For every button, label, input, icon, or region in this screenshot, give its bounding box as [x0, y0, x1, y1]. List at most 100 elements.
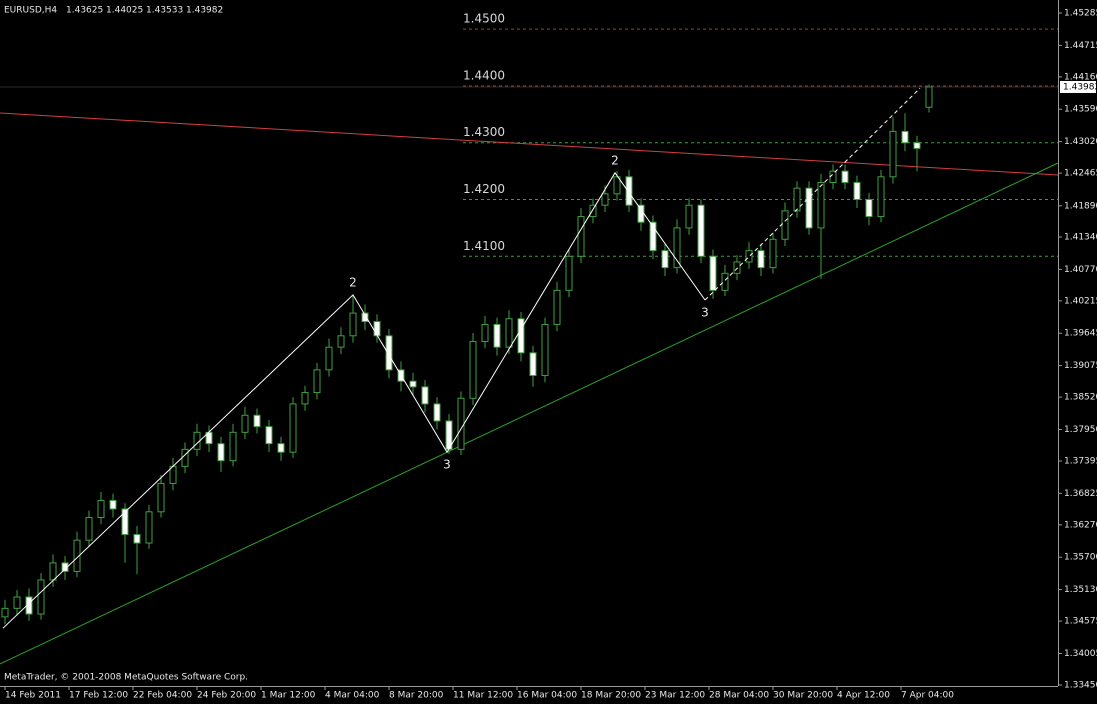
candle-body	[121, 508, 129, 536]
candle-body	[721, 272, 729, 291]
candle-body	[253, 414, 261, 428]
candle-body	[409, 380, 417, 388]
x-tick-label: 1 Mar 12:00	[261, 691, 316, 701]
level-label: 1.4200	[463, 182, 505, 196]
candle-body	[517, 318, 525, 354]
x-tick-label: 11 Mar 12:00	[453, 691, 513, 701]
x-tick-label: 17 Feb 12:00	[69, 691, 128, 701]
candle-body	[709, 255, 717, 291]
y-tick-label: 1.41890	[1064, 201, 1097, 211]
y-tick-label: 1.44160	[1064, 72, 1097, 82]
x-tick-label: 16 Mar 04:00	[517, 691, 577, 701]
x-tick-label: 28 Mar 04:00	[709, 691, 769, 701]
y-tick-label: 1.39075	[1064, 361, 1097, 371]
candle-body	[85, 516, 93, 541]
candle-body	[529, 352, 537, 377]
footer: MetaTrader, © 2001-2008 MetaQuotes Softw…	[4, 673, 248, 683]
projection-line	[704, 87, 921, 301]
candle-body	[13, 596, 21, 609]
candle-body	[865, 199, 873, 218]
x-tick-label: 4 Mar 04:00	[325, 691, 380, 701]
candle-body	[889, 130, 897, 178]
candle-body	[1, 607, 9, 618]
candle-body	[913, 142, 921, 149]
current-price-label: 1.43982	[1063, 82, 1097, 92]
candle-body	[757, 250, 765, 269]
candle-body	[817, 181, 825, 229]
candle-body	[217, 443, 225, 462]
candle-body	[481, 323, 489, 342]
y-tick-label: 1.34575	[1064, 617, 1097, 627]
trendline	[0, 162, 1059, 665]
candle-body	[697, 204, 705, 257]
y-tick-label: 1.36270	[1064, 520, 1097, 530]
candle-body	[241, 414, 249, 433]
high-value: 1.44025	[106, 6, 143, 16]
level-label: 1.4300	[463, 125, 505, 139]
candle-body	[337, 335, 345, 348]
candle-body	[469, 340, 477, 399]
candle-body	[49, 562, 57, 581]
candle-body	[637, 204, 645, 223]
candle-body	[805, 187, 813, 229]
y-tick-label: 1.37950	[1064, 425, 1097, 435]
y-tick-label: 1.40770	[1064, 265, 1097, 275]
candle-body	[421, 386, 429, 405]
candle-body	[289, 403, 297, 453]
candle-body	[157, 482, 165, 513]
candle-body	[601, 193, 609, 206]
candle-body	[829, 170, 837, 183]
candle-body	[493, 323, 501, 348]
candle-body	[613, 176, 621, 195]
candle-body	[73, 539, 81, 572]
candle-body	[685, 204, 693, 229]
candle-body	[25, 596, 33, 615]
symbol: EURUSD,H4	[4, 6, 57, 16]
candle-body	[841, 170, 849, 183]
level-label: 1.4100	[463, 239, 505, 253]
candle-body	[133, 534, 141, 544]
x-tick-label: 7 Apr 04:00	[901, 691, 954, 701]
header: EURUSD,H4 1.43625 1.44025 1.43533 1.4398…	[4, 6, 223, 16]
candle-body	[301, 392, 309, 405]
candle-body	[673, 227, 681, 269]
candle-body	[745, 250, 753, 263]
x-tick-label: 4 Apr 12:00	[837, 691, 890, 701]
candle-body	[97, 499, 105, 518]
x-tick-label: 8 Mar 20:00	[389, 691, 444, 701]
candle-body	[565, 255, 573, 291]
y-tick-label: 1.45285	[1064, 9, 1097, 19]
candle-body	[793, 187, 801, 212]
y-tick-label: 1.36825	[1064, 489, 1097, 499]
candle-body	[649, 221, 657, 252]
y-tick-label: 1.38520	[1064, 393, 1097, 403]
y-tick-label: 1.43590	[1064, 105, 1097, 115]
low-value: 1.43533	[146, 6, 183, 16]
candle-body	[325, 346, 333, 371]
candle-body	[577, 216, 585, 257]
candle-body	[361, 312, 369, 323]
y-tick-label: 1.35130	[1064, 585, 1097, 595]
x-tick-label: 22 Feb 04:00	[133, 691, 192, 701]
candle-body	[853, 181, 861, 201]
candle-body	[505, 318, 513, 348]
candle-body	[385, 335, 393, 371]
x-tick-label: 14 Feb 2011	[5, 691, 61, 701]
candle-body	[553, 289, 561, 325]
y-tick-label: 1.34005	[1064, 649, 1097, 659]
candle-body	[229, 431, 237, 462]
candle-body	[313, 369, 321, 394]
candle-body	[877, 176, 885, 218]
y-tick-label: 1.39645	[1064, 329, 1097, 339]
y-tick-label: 1.42465	[1064, 169, 1097, 179]
open-value: 1.43625	[66, 6, 103, 16]
candle-body	[589, 204, 597, 218]
y-tick-label: 1.35700	[1064, 553, 1097, 563]
level-label: 1.4400	[463, 68, 505, 82]
y-tick-label: 1.41340	[1064, 232, 1097, 242]
wave-label: 2	[349, 275, 357, 289]
x-tick-label: 18 Mar 20:00	[581, 691, 641, 701]
candle-body	[769, 238, 777, 269]
candle-body	[433, 403, 441, 422]
